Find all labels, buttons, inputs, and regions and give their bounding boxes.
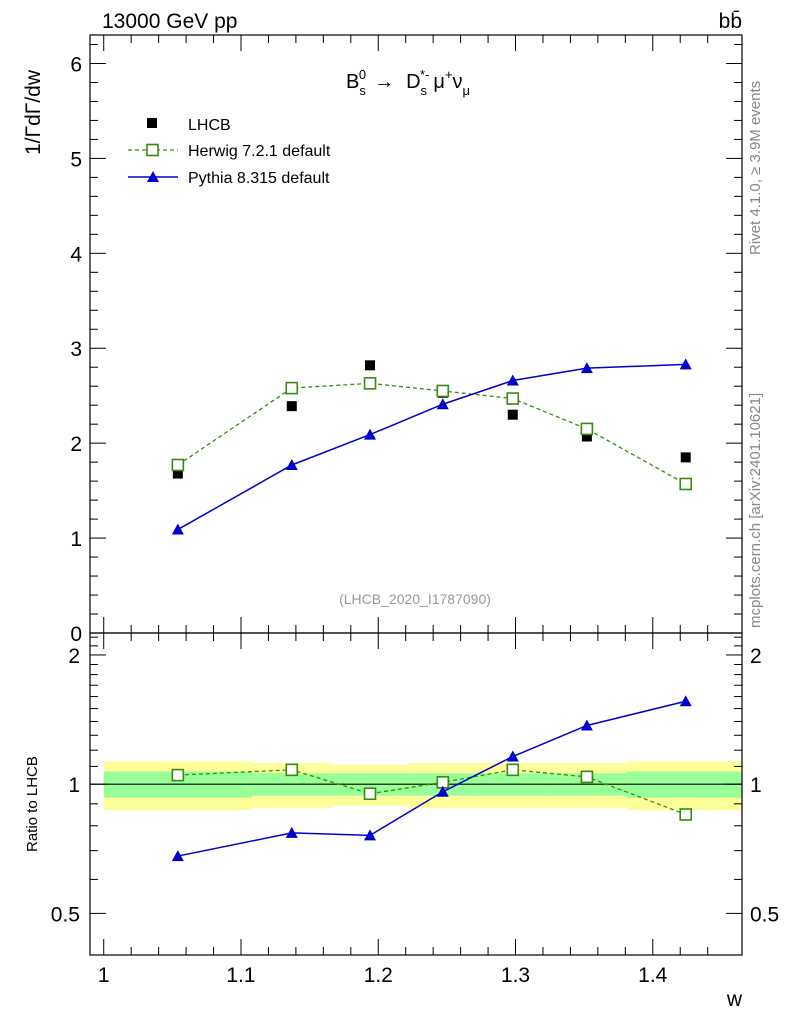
y-tick-label: 1 <box>70 528 82 551</box>
y-tick-label: 3 <box>70 338 82 361</box>
lhcb-point <box>680 452 691 463</box>
pythia-ratio-point <box>679 695 692 707</box>
herwig-point <box>580 422 594 436</box>
x-tick-label: 1.2 <box>364 964 393 987</box>
herwig-ratio-point <box>363 787 377 801</box>
axes-layer: 0 1 2 3 4 5 6 1 1.1 1.2 1.3 1.4 0.5 0.5 1 1 2 2 <box>51 35 779 987</box>
lhcb-point <box>172 468 183 479</box>
herwig-ratio-point <box>506 763 520 777</box>
y-tick-label: 4 <box>70 243 82 266</box>
energy-label: 13000 GeV pp <box>102 10 237 33</box>
pythia-ratio-point <box>436 785 449 797</box>
pythia-point <box>285 458 298 470</box>
analysis-id-label: (LHCB_2020_I1787090) <box>339 591 491 607</box>
process-label: bb̄ <box>719 10 742 33</box>
series-layer <box>171 358 693 862</box>
pythia-point <box>364 428 377 440</box>
pythia-point <box>436 398 449 410</box>
ratio-tick-label: 2 <box>68 645 80 668</box>
ratio-plot-frame <box>89 632 743 956</box>
x-tick-label: 1.1 <box>226 964 255 987</box>
legend-marker-lhcb <box>147 118 157 128</box>
y-tick-label: 5 <box>70 148 82 171</box>
herwig-point <box>363 377 377 390</box>
mcplots-source-label: mcplots.cern.ch [arXiv:2401.10621] <box>747 393 764 628</box>
herwig-point <box>679 477 693 491</box>
ratio-tick-label-right: 1 <box>750 774 762 797</box>
pythia-ratio-point <box>506 750 519 762</box>
lhcb-point <box>365 360 376 371</box>
pythia-ratio-point <box>171 850 184 862</box>
pythia-ratio-point <box>580 719 593 731</box>
ratio-tick-label: 0.5 <box>51 903 80 926</box>
legend-label-herwig: Herwig 7.2.1 default <box>188 143 331 160</box>
herwig-point <box>436 384 450 398</box>
ratio-y-axis-label: Ratio to LHCB <box>24 756 41 852</box>
herwig-point <box>171 458 185 472</box>
herwig-point <box>506 392 520 405</box>
ratio-tick-label: 1 <box>68 774 80 797</box>
pythia-point <box>679 358 692 370</box>
ratio-uncertainty-band <box>90 761 742 811</box>
x-tick-label: 1.3 <box>501 964 530 987</box>
y-axis-label: 1/ΓdΓ/dw <box>22 69 45 155</box>
y-tick-label: 0 <box>70 623 82 646</box>
herwig-point <box>285 381 299 395</box>
legend-label-pythia: Pythia 8.315 default <box>188 170 330 187</box>
lhcb-point <box>286 401 297 412</box>
pythia-ratio-point <box>285 826 298 838</box>
x-axis-label: w <box>726 988 743 1011</box>
x-tick-label: 1.4 <box>638 964 668 987</box>
herwig-ratio-point <box>285 763 299 777</box>
chart-title: Bs0 → Ds*- μ+νμ <box>346 67 470 98</box>
lhcb-point <box>581 431 592 442</box>
pythia-point <box>506 374 519 386</box>
lhcb-point <box>507 409 518 420</box>
y-tick-label: 6 <box>70 53 82 76</box>
ratio-tick-label-right: 0.5 <box>750 903 779 926</box>
herwig-ratio-point <box>580 770 594 784</box>
pythia-ratio-point <box>364 829 377 841</box>
legend-marker-herwig <box>146 143 159 157</box>
rivet-version-label: Rivet 4.1.0, ≥ 3.9M events <box>747 81 764 255</box>
herwig-ratio-point <box>171 768 185 782</box>
legend-marker-pythia <box>147 171 159 182</box>
legend-label-lhcb: LHCB <box>188 117 231 134</box>
ratio-tick-label-right: 2 <box>750 645 762 668</box>
pythia-point <box>171 523 184 535</box>
x-tick-label: 1 <box>98 964 110 987</box>
y-tick-label: 2 <box>70 433 82 456</box>
herwig-ratio-point <box>679 808 693 821</box>
legend: LHCB Herwig 7.2.1 default Pythia 8.315 d… <box>128 117 331 187</box>
pythia-point <box>580 362 593 374</box>
